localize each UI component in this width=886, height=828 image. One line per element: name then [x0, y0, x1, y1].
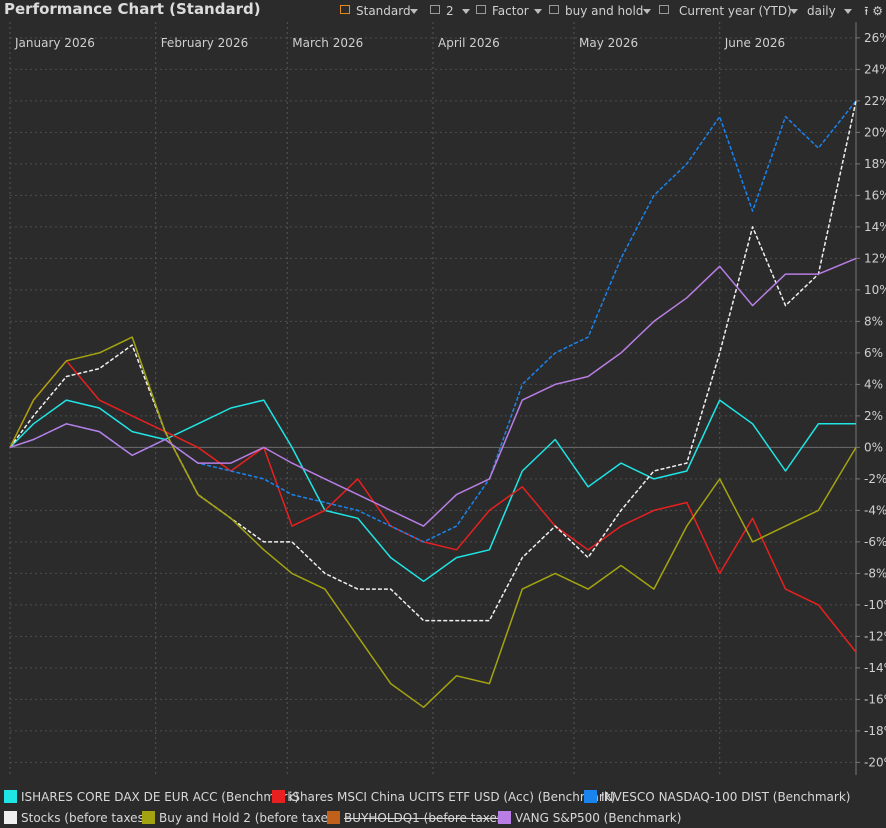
y-tick-label: 22%: [864, 94, 886, 108]
y-tick-label: 12%: [864, 251, 886, 265]
y-tick-label: 6%: [864, 346, 883, 360]
toolbar-label: Factor: [492, 4, 529, 18]
legend-label: VANG S&P500 (Benchmark): [515, 811, 682, 825]
chevron-down-icon[interactable]: [462, 9, 470, 14]
y-tick-label: -8%: [864, 566, 886, 580]
legend-item-buyholdq1[interactable]: BUYHOLDQ1 (before taxes): [327, 811, 508, 825]
chevron-down-icon[interactable]: [410, 9, 418, 14]
toolbar-range-dropdown[interactable]: Current year (YTD): [659, 4, 792, 18]
square-icon: [476, 5, 486, 14]
series-line-3: [9, 100, 857, 622]
chevron-down-icon[interactable]: [643, 9, 651, 14]
legend-item-buy-and-hold-2[interactable]: Buy and Hold 2 (before taxes): [142, 811, 339, 825]
y-tick-label: -12%: [864, 629, 886, 643]
toolbar-label: daily: [807, 4, 836, 18]
legend-item-nasdaq[interactable]: INVESCO NASDAQ-100 DIST (Benchmark): [584, 790, 850, 804]
legend-item-china[interactable]: iShares MSCI China UCITS ETF USD (Acc) (…: [272, 790, 615, 804]
chevron-down-icon[interactable]: [790, 9, 798, 14]
y-tick-label: 8%: [864, 314, 883, 328]
y-tick-label: 2%: [864, 409, 883, 423]
tool-icons: ⭱ ⚙: [864, 2, 883, 23]
toolbar-label: Standard: [356, 4, 411, 18]
legend-item-dax[interactable]: ISHARES CORE DAX DE EUR ACC (Benchmark): [4, 790, 299, 804]
y-tick-label: -10%: [864, 598, 886, 612]
toolbar-period-count-dropdown[interactable]: 2: [430, 4, 454, 18]
y-tick-label: -16%: [864, 692, 886, 706]
legend-swatch: [142, 811, 155, 824]
legend-swatch: [498, 811, 511, 824]
toolbar-interval-dropdown[interactable]: daily: [807, 4, 836, 18]
x-tick-label: February 2026: [161, 36, 249, 50]
legend-label: ISHARES CORE DAX DE EUR ACC (Benchmark): [21, 790, 300, 804]
legend-swatch: [272, 790, 285, 803]
legend-label: INVESCO NASDAQ-100 DIST (Benchmark): [601, 790, 851, 804]
legend-item-stocks[interactable]: Stocks (before taxes): [4, 811, 149, 825]
x-tick-label: June 2026: [724, 36, 786, 50]
legend: ISHARES CORE DAX DE EUR ACC (Benchmark) …: [0, 787, 886, 828]
upload-icon[interactable]: ⭱: [864, 4, 869, 18]
series-layer: [9, 100, 857, 709]
y-tick-label: 4%: [864, 377, 883, 391]
series-line-4: [9, 336, 857, 709]
chart-header: Performance Chart (Standard) Standard 2 …: [0, 0, 886, 22]
series-line-6: [9, 257, 857, 527]
legend-item-sp500[interactable]: VANG S&P500 (Benchmark): [498, 811, 681, 825]
square-icon: [340, 5, 350, 14]
y-tick-label: 18%: [864, 157, 886, 171]
x-tick-label: January 2026: [14, 36, 95, 50]
y-tick-label: 10%: [864, 283, 886, 297]
y-tick-label: 14%: [864, 220, 886, 234]
toolbar-factor-dropdown[interactable]: Factor: [476, 4, 529, 18]
performance-chart: 26% 24% 22% 20% 18% 16% 14% 12% 10% 8% 6% 4% 2% 0% -2%…: [9, 22, 886, 775]
legend-swatch: [584, 790, 597, 803]
toolbar-label: buy and hold: [565, 4, 644, 18]
square-icon: [549, 5, 559, 14]
y-tick-label: 24%: [864, 62, 886, 76]
legend-label: iShares MSCI China UCITS ETF USD (Acc) (…: [289, 790, 616, 804]
chevron-down-icon[interactable]: [534, 9, 542, 14]
y-tick-label: -20%: [864, 755, 886, 769]
y-tick-label: 20%: [864, 125, 886, 139]
toolbar-label: 2: [446, 4, 454, 18]
x-tick-label: April 2026: [438, 36, 500, 50]
toolbar-strategy-dropdown[interactable]: buy and hold: [549, 4, 643, 18]
square-icon: [659, 5, 669, 14]
legend-label: Stocks (before taxes): [21, 811, 149, 825]
chevron-down-icon[interactable]: [844, 9, 852, 14]
y-tick-label: -2%: [864, 472, 886, 486]
y-axis: 26% 24% 22% 20% 18% 16% 14% 12% 10% 8% 6% 4% 2% 0% -2%…: [855, 22, 886, 775]
x-tick-label: March 2026: [292, 36, 363, 50]
toolbar-standard-dropdown[interactable]: Standard: [340, 4, 411, 18]
x-axis: January 2026 February 2026 March 2026 April…: [14, 36, 785, 50]
legend-swatch: [4, 790, 17, 803]
legend-swatch: [4, 811, 17, 824]
y-tick-label: 26%: [864, 31, 886, 45]
chart-grid: [9, 22, 856, 775]
y-tick-label: 16%: [864, 188, 886, 202]
y-tick-label: -6%: [864, 535, 886, 549]
square-icon: [430, 5, 440, 14]
chart-title: Performance Chart (Standard): [4, 0, 261, 18]
legend-swatch: [327, 811, 340, 824]
legend-label: Buy and Hold 2 (before taxes): [159, 811, 339, 825]
legend-label: BUYHOLDQ1 (before taxes): [344, 811, 508, 825]
toolbar-label: Current year (YTD): [679, 4, 792, 18]
y-tick-label: -14%: [864, 661, 886, 675]
y-tick-label: -4%: [864, 503, 886, 517]
y-tick-label: 0%: [864, 440, 883, 454]
y-tick-label: -18%: [864, 724, 886, 738]
gear-icon[interactable]: ⚙: [872, 4, 883, 18]
x-tick-label: May 2026: [579, 36, 638, 50]
series-line-0: [9, 399, 856, 583]
